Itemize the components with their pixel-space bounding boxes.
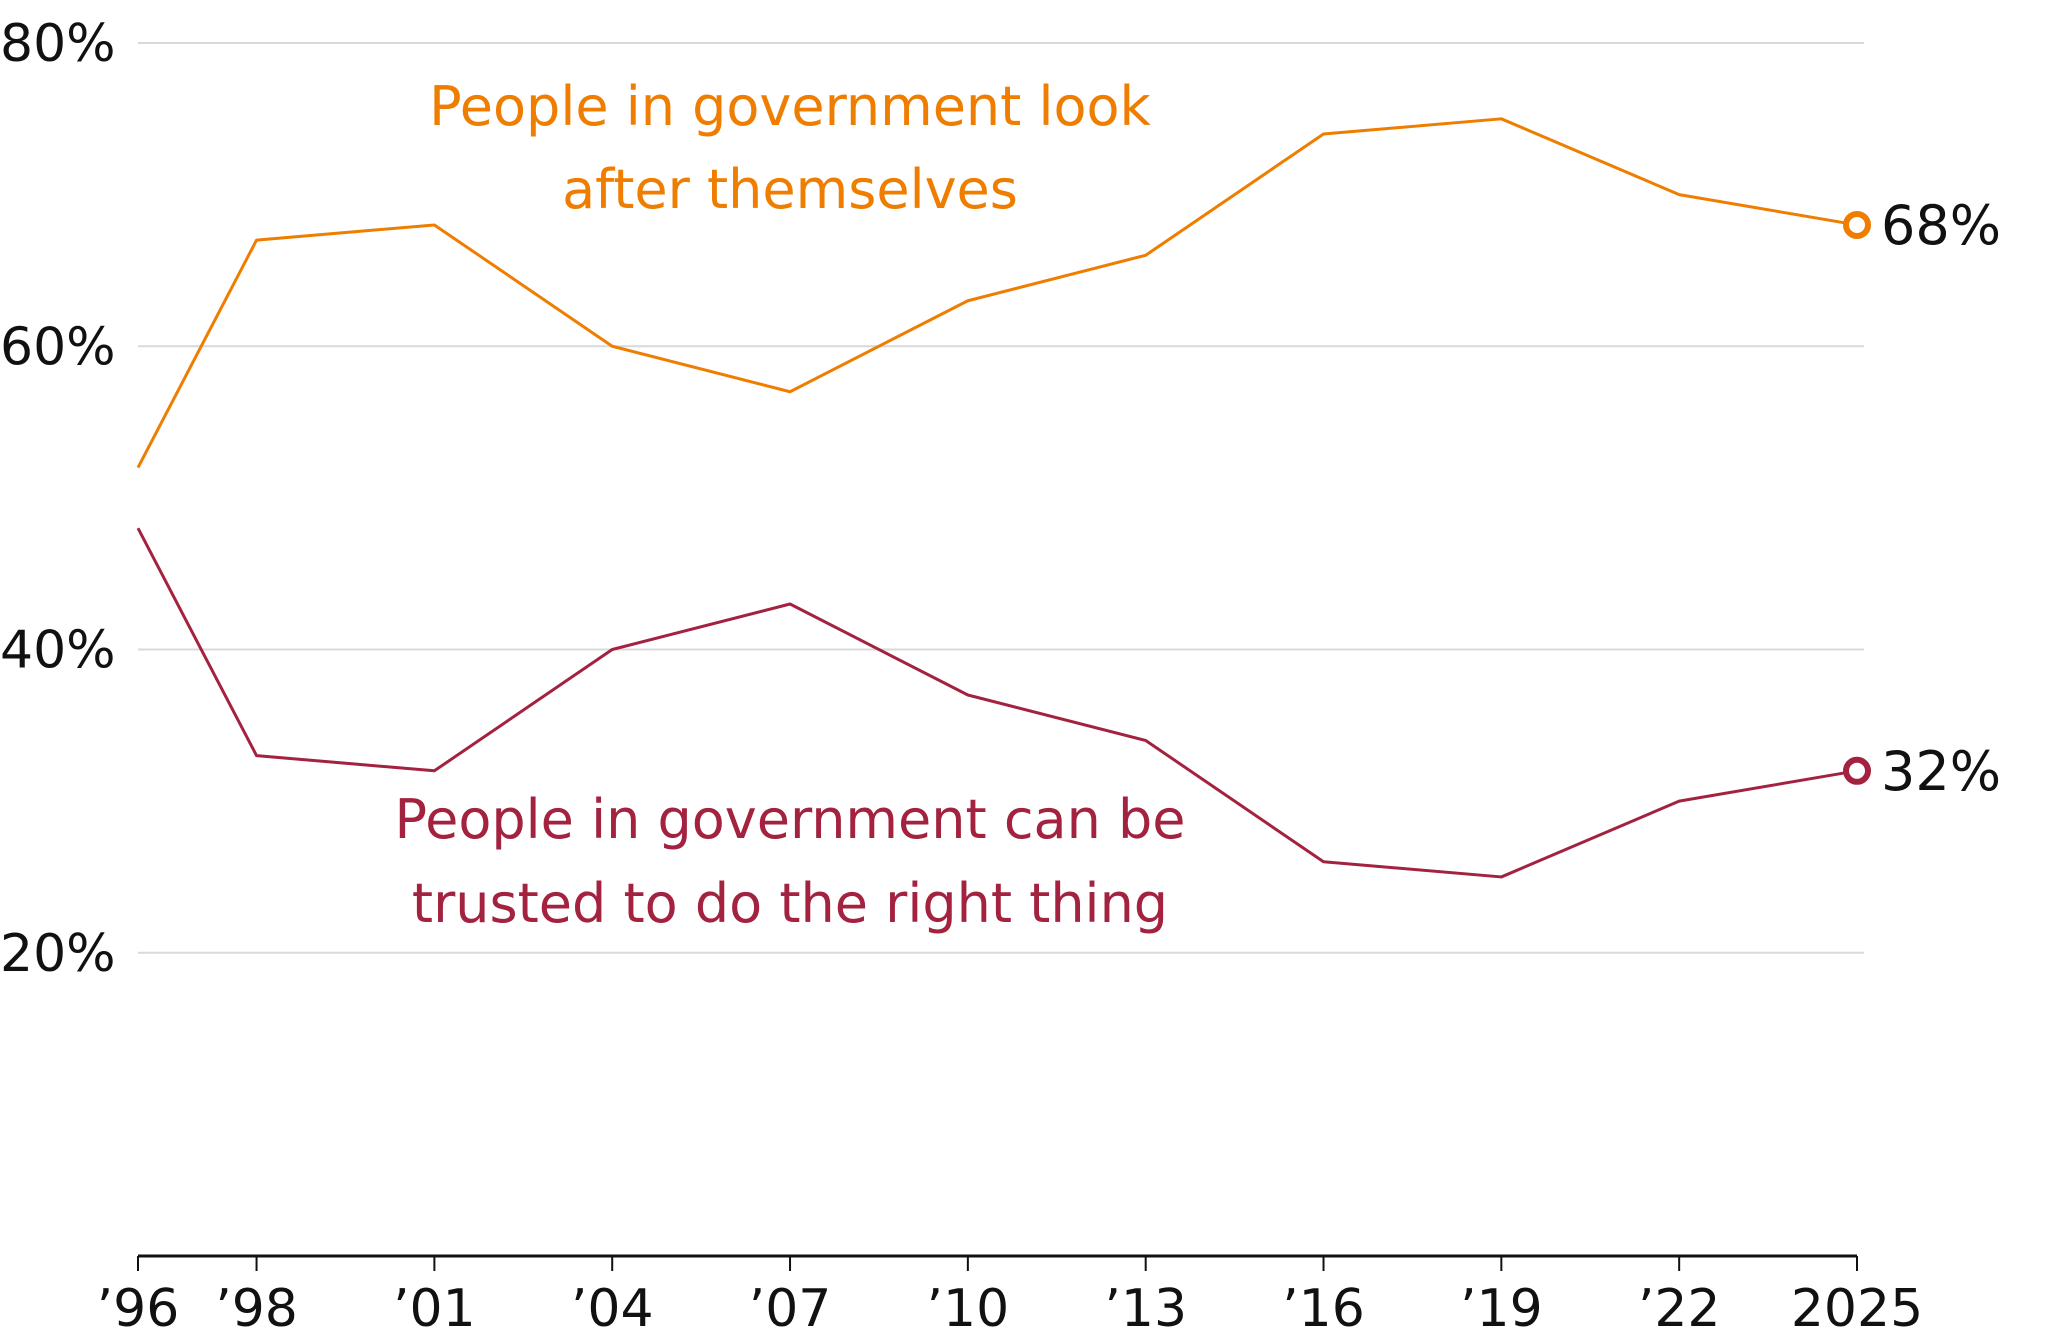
y-tick-label-40: 40% <box>0 621 116 681</box>
series: 68% 32% <box>136 117 2001 879</box>
data-point <box>788 602 792 606</box>
x-tick-label-2022: ’22 <box>1638 1279 1721 1339</box>
x-tick-label-2004: ’04 <box>571 1279 654 1339</box>
series-line-1 <box>136 527 1858 879</box>
data-point <box>136 466 140 470</box>
data-point <box>788 390 792 394</box>
series-label-look-after-line2: after themselves <box>562 158 1018 221</box>
end-value-label: 68% <box>1881 194 2001 257</box>
end-point-marker <box>1843 756 1871 785</box>
y-axis-labels: 20% 40% 60% 80% <box>0 14 116 984</box>
series-labels: People in government look after themselv… <box>395 75 1186 935</box>
data-point <box>610 648 614 652</box>
data-point <box>1677 193 1681 197</box>
end-value-label: 32% <box>1881 740 2001 803</box>
series-1: 32% <box>136 526 2001 879</box>
data-point <box>1322 860 1326 864</box>
data-point <box>1144 253 1148 257</box>
series-label-look-after-line1: People in government look <box>429 75 1151 138</box>
x-tick-label-2007: ’07 <box>749 1279 832 1339</box>
data-point <box>1677 799 1681 803</box>
data-point <box>1499 117 1503 121</box>
x-tick-label-1996: ’96 <box>97 1279 180 1339</box>
x-tick-label-2001: ’01 <box>393 1279 476 1339</box>
data-point <box>610 344 614 348</box>
x-tick-label-2016: ’16 <box>1282 1279 1365 1339</box>
data-point <box>432 769 436 773</box>
data-point <box>1499 875 1503 879</box>
series-label-trusted-line2: trusted to do the right thing <box>412 872 1168 935</box>
series-line-0 <box>136 117 1858 469</box>
data-point <box>1322 132 1326 136</box>
y-tick-label-80: 80% <box>0 14 116 74</box>
gridlines <box>138 42 1864 954</box>
x-tick-label-2019: ’19 <box>1460 1279 1543 1339</box>
data-point <box>255 754 259 758</box>
x-tick-label-1998: ’98 <box>215 1279 298 1339</box>
y-tick-label-20: 20% <box>0 924 116 984</box>
data-point <box>1144 738 1148 742</box>
data-point <box>432 223 436 227</box>
data-point <box>136 526 140 530</box>
series-label-trusted-line1: People in government can be <box>395 788 1186 851</box>
data-point <box>255 238 259 242</box>
end-point-marker <box>1843 210 1871 239</box>
data-point <box>966 693 970 697</box>
x-axis: ’96 ’98 ’01 ’04 ’07 ’10 ’13 ’16 ’19 ’22 2025 <box>97 1254 1923 1339</box>
x-tick-label-2010: ’10 <box>927 1279 1010 1339</box>
series-0: 68% <box>136 117 2001 470</box>
x-tick-label-2013: ’13 <box>1104 1279 1187 1339</box>
x-tick-label-2025: 2025 <box>1791 1279 1923 1339</box>
y-tick-label-60: 60% <box>0 317 116 377</box>
data-point <box>966 299 970 303</box>
